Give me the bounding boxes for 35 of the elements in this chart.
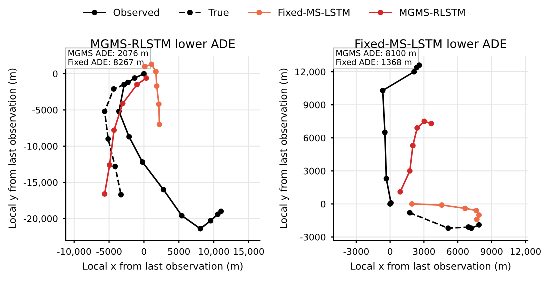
y-tick-label: -20,000 bbox=[24, 216, 58, 224]
x-tick-label: 5000 bbox=[168, 248, 190, 256]
y-tick-label: -15,000 bbox=[24, 179, 58, 188]
legend-label: True bbox=[208, 9, 229, 16]
y-tick-label: 9000 bbox=[304, 102, 326, 109]
annotation: MGMS ADE: 8100 m Fixed ADE: 1368 m bbox=[336, 50, 416, 66]
y-tick-label: 0 bbox=[53, 70, 58, 78]
y-tick-label: 6000 bbox=[304, 134, 326, 142]
annotation: MGMS ADE: 2076 m Fixed ADE: 8267 m bbox=[68, 50, 148, 66]
x-tick-label: -10,000 bbox=[57, 248, 92, 256]
x-tick-label: 0 bbox=[388, 248, 393, 256]
x-tick-label: 15,000 bbox=[234, 248, 264, 256]
y-tick-label: -5000 bbox=[32, 106, 58, 114]
x-tick-label: 0 bbox=[142, 248, 146, 256]
x-tick-label: 9000 bbox=[480, 248, 503, 256]
x-tick-label: 3000 bbox=[413, 248, 436, 256]
x-tick-label: 10,000 bbox=[199, 248, 230, 256]
x-axis-title: Local x from last observation (m) bbox=[351, 262, 511, 272]
chart-title: Fixed-MS-LSTM lower ADE bbox=[356, 39, 507, 48]
y-axis-title: Local y from last observation (m) bbox=[280, 68, 290, 228]
x-axis-title: Local x from last observation (m) bbox=[83, 262, 243, 272]
y-tick-label: -3000 bbox=[300, 234, 326, 241]
x-tick-label: -3000 bbox=[344, 248, 369, 256]
y-tick-label: 0 bbox=[321, 200, 326, 208]
y-tick-label: -10,000 bbox=[24, 143, 58, 151]
y-axis-title: Local y from last observation (m) bbox=[8, 68, 18, 228]
legend-label: Observed bbox=[114, 8, 160, 16]
y-tick-label: 3000 bbox=[304, 168, 326, 175]
chart-title: MGMS-RLSTM lower ADE bbox=[92, 39, 235, 48]
legend-label: Fixed-MS-LSTM bbox=[278, 8, 350, 16]
x-tick-label: 12,000 bbox=[510, 248, 541, 256]
x-tick-label: 6000 bbox=[447, 248, 469, 256]
legend-label: MGMS-RLSTM bbox=[400, 8, 465, 16]
y-tick-label: 12,000 bbox=[296, 68, 326, 76]
x-tick-label: -5000 bbox=[96, 248, 122, 256]
